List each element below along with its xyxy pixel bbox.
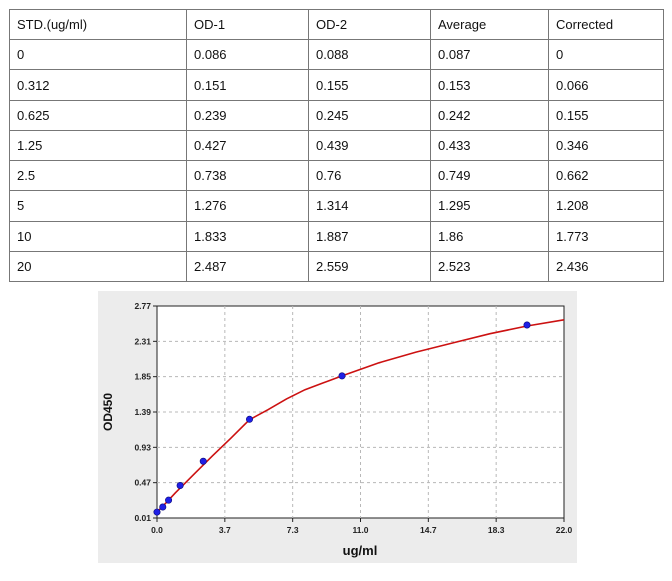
table-cell: 0.086 xyxy=(186,39,309,71)
table-cell: 0.242 xyxy=(430,99,549,131)
x-tick-label: 0.0 xyxy=(151,525,163,535)
table-row: 0.312 0.151 0.155 0.153 0.066 xyxy=(9,69,664,101)
table-cell: 5 xyxy=(9,190,187,222)
table-cell: 10 xyxy=(9,220,187,252)
table-cell: 2.523 xyxy=(430,250,549,283)
table-row: 0.625 0.239 0.245 0.242 0.155 xyxy=(9,99,664,131)
y-axis-label: OD450 xyxy=(101,393,115,431)
table-cell: 0.155 xyxy=(308,69,431,101)
table-header-cell: Average xyxy=(430,8,549,41)
x-tick-label: 14.7 xyxy=(420,525,437,535)
table-cell: 1.86 xyxy=(430,220,549,252)
table-cell: 0.312 xyxy=(9,69,187,101)
table-row: 1.25 0.427 0.439 0.433 0.346 xyxy=(9,129,664,162)
y-tick-label: 0.93 xyxy=(134,442,151,452)
table-cell: 2.436 xyxy=(548,250,664,283)
table-cell: 0.738 xyxy=(186,160,309,192)
table-header-cell: OD-2 xyxy=(308,8,431,41)
table-header-cell: STD.(ug/ml) xyxy=(9,8,187,41)
fit-curve-group xyxy=(156,319,565,513)
table-cell: 1.276 xyxy=(186,190,309,222)
table-row: 2.5 0.738 0.76 0.749 0.662 xyxy=(9,160,664,192)
table-cell: 1.208 xyxy=(548,190,664,222)
chart-svg: 0.0 3.7 7.3 11.0 14.7 18.3 22.0 0.01 0.47 0.93 1.… xyxy=(101,301,573,558)
table-cell: 0.662 xyxy=(548,160,664,192)
x-tick-labels: 0.0 3.7 7.3 11.0 14.7 18.3 22.0 xyxy=(151,518,573,535)
fit-curve xyxy=(156,319,565,513)
table-cell: 20 xyxy=(9,250,187,283)
y-tick-label: 1.39 xyxy=(134,407,151,417)
table-cell: 0 xyxy=(548,39,664,71)
table-cell: 0.749 xyxy=(430,160,549,192)
data-point xyxy=(199,457,207,465)
grid xyxy=(157,306,564,518)
table-cell: 0.76 xyxy=(308,160,431,192)
table-cell: 1.295 xyxy=(430,190,549,222)
data-point xyxy=(165,496,173,504)
x-tick-label: 11.0 xyxy=(352,525,368,535)
table-cell: 1.833 xyxy=(186,220,309,252)
table-cell: 2.487 xyxy=(186,250,309,283)
table-cell: 1.25 xyxy=(9,129,187,162)
y-tick-label: 1.85 xyxy=(134,372,151,382)
table-header-row: STD.(ug/ml) OD-1 OD-2 Average Corrected xyxy=(9,8,664,41)
table-cell: 0.087 xyxy=(430,39,549,71)
table-cell: 0.439 xyxy=(308,129,431,162)
table-cell: 1.887 xyxy=(308,220,431,252)
data-point xyxy=(153,508,161,516)
y-tick-label: 2.77 xyxy=(134,301,151,311)
x-tick-label: 3.7 xyxy=(219,525,231,535)
x-tick-label: 7.3 xyxy=(287,525,299,535)
table-cell: 1.773 xyxy=(548,220,664,252)
table-cell: 0.151 xyxy=(186,69,309,101)
table-cell: 1.314 xyxy=(308,190,431,222)
y-tick-label: 0.47 xyxy=(134,478,151,488)
table-cell: 0.155 xyxy=(548,99,664,131)
data-point xyxy=(523,321,531,329)
y-tick-labels: 0.01 0.47 0.93 1.39 1.85 2.31 2.77 xyxy=(134,301,157,523)
table-cell: 2.559 xyxy=(308,250,431,283)
table-row: 5 1.276 1.314 1.295 1.208 xyxy=(9,190,664,222)
x-axis-label: ug/ml xyxy=(343,543,378,558)
data-point xyxy=(246,415,254,423)
data-point xyxy=(176,482,184,490)
table-cell: 0 xyxy=(9,39,187,71)
y-tick-label: 0.01 xyxy=(134,513,151,523)
table-cell: 0.153 xyxy=(430,69,549,101)
table-cell: 2.5 xyxy=(9,160,187,192)
standard-table: STD.(ug/ml) OD-1 OD-2 Average Corrected 0 0.08… xyxy=(9,8,664,283)
x-tick-label: 22.0 xyxy=(556,525,573,535)
table-cell: 0.433 xyxy=(430,129,549,162)
table-row: 20 2.487 2.559 2.523 2.436 xyxy=(9,250,664,283)
table-cell: 0.346 xyxy=(548,129,664,162)
y-tick-label: 2.31 xyxy=(134,336,151,346)
data-point xyxy=(159,503,167,511)
data-point xyxy=(338,372,346,380)
table-cell: 0.088 xyxy=(308,39,431,71)
table-row: 0 0.086 0.088 0.087 0 xyxy=(9,39,664,71)
x-tick-label: 18.3 xyxy=(488,525,505,535)
table-cell: 0.239 xyxy=(186,99,309,131)
standard-curve-chart: 0.0 3.7 7.3 11.0 14.7 18.3 22.0 0.01 0.47 0.93 1.… xyxy=(98,291,577,563)
data-points xyxy=(153,321,531,516)
table-cell: 0.427 xyxy=(186,129,309,162)
table-cell: 0.625 xyxy=(9,99,187,131)
table-cell: 0.245 xyxy=(308,99,431,131)
table-cell: 0.066 xyxy=(548,69,664,101)
table-header-cell: OD-1 xyxy=(186,8,309,41)
table-header-cell: Corrected xyxy=(548,8,664,41)
table-row: 10 1.833 1.887 1.86 1.773 xyxy=(9,220,664,252)
